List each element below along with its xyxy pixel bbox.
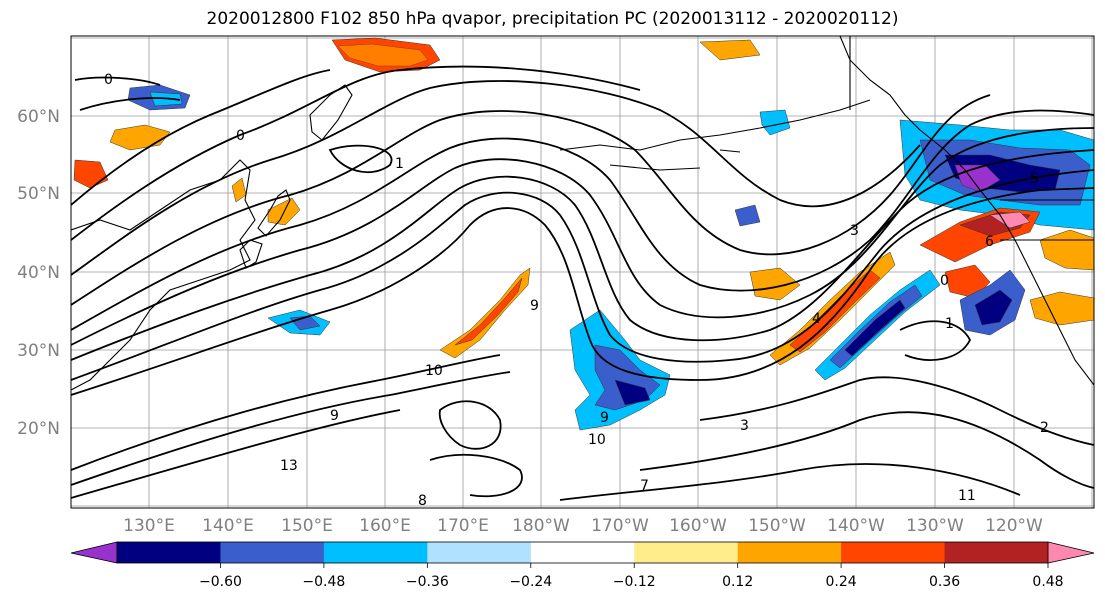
map-gridlines <box>71 36 1094 508</box>
contour-label: 1 <box>945 316 954 332</box>
contour-label: 9 <box>600 410 609 426</box>
lon-label: 160°E <box>359 516 411 536</box>
colorbar-segment <box>634 542 739 563</box>
colorbar-segment <box>737 542 842 563</box>
contour-label: 2 <box>1040 420 1049 436</box>
colorbar-tick-label: 0.48 <box>1032 574 1063 590</box>
positive-anomaly-band <box>454 277 523 346</box>
lon-label: 150°E <box>281 516 333 536</box>
contour-label: 4 <box>812 311 821 327</box>
colorbar-segment <box>323 542 428 563</box>
colorbar: −0.60 −0.48 −0.36 −0.24 −0.12 0.12 0.24 0.36 0.4… <box>70 541 1095 590</box>
contour-label: 9 <box>330 408 339 424</box>
colorbar-tick-label: 0.36 <box>929 574 960 590</box>
colorbar-segment <box>841 542 946 563</box>
map-frame <box>70 35 1095 509</box>
colorbar-tick-label: −0.12 <box>613 574 656 590</box>
lon-label: 170°E <box>437 516 489 536</box>
negative-anomaly-band <box>844 299 906 357</box>
qvapor-contours <box>71 65 1094 501</box>
negative-anomaly-region <box>614 379 651 406</box>
lon-label: 120°W <box>985 516 1043 536</box>
lat-label: 50°N <box>17 184 60 204</box>
positive-anomaly-band <box>789 269 881 353</box>
lon-label: 170°W <box>591 516 649 536</box>
lon-label: 140°W <box>827 516 885 536</box>
lon-label: 140°E <box>202 516 254 536</box>
lat-label: 40°N <box>17 263 60 283</box>
positive-anomaly-patch <box>749 267 801 301</box>
lon-label: 150°W <box>748 516 806 536</box>
colorbar-tick-label: −0.24 <box>509 574 552 590</box>
colorbar-tick-label: −0.36 <box>406 574 449 590</box>
lat-label: 20°N <box>17 419 60 439</box>
colorbar-extend-max-arrow <box>1047 541 1095 564</box>
lon-label: 180°W <box>512 516 570 536</box>
lon-label: 160°W <box>669 516 727 536</box>
longitude-axis: 130°E 140°E 150°E 160°E 170°E 180°W 170°… <box>123 516 1043 536</box>
contour-label: 10 <box>588 432 606 448</box>
contour-label: 3 <box>740 418 749 434</box>
contour-label: 9 <box>530 298 539 314</box>
colorbar-tick-label: −0.60 <box>199 574 242 590</box>
colorbar-tick-label: −0.48 <box>302 574 345 590</box>
positive-anomaly-band <box>439 267 531 359</box>
colorbar-outline <box>116 541 1049 564</box>
colorbar-tick-label: 0.24 <box>826 574 857 590</box>
contour-label: 7 <box>640 478 649 494</box>
colorbar-tick-label: 0.12 <box>722 574 753 590</box>
positive-anomaly-patch <box>1029 291 1094 326</box>
contour-label: 1 <box>395 156 404 172</box>
contour-label: 8 <box>418 493 427 509</box>
contour-label: 0 <box>104 72 113 88</box>
contour-label: 13 <box>280 458 298 474</box>
lat-label: 60°N <box>17 107 60 127</box>
negative-anomaly-region <box>974 289 1013 326</box>
contour-label: 5 <box>1030 171 1039 187</box>
contour-label: 0 <box>940 273 949 289</box>
latitude-axis: 60°N 50°N 40°N 30°N 20°N <box>17 107 60 439</box>
colorbar-segment <box>117 542 221 563</box>
contour-label: 6 <box>985 234 994 250</box>
contour-label: 3 <box>850 223 859 239</box>
contour-label: 0 <box>236 128 245 144</box>
colorbar-segment <box>944 542 1049 563</box>
map-title: 2020012800 F102 850 hPa qvapor, precipit… <box>206 9 899 29</box>
colorbar-segment <box>427 542 532 563</box>
lat-label: 30°N <box>17 341 60 361</box>
coastlines <box>71 36 1094 391</box>
positive-anomaly-patch <box>337 43 429 67</box>
positive-anomaly-patch <box>699 39 761 61</box>
colorbar-segment <box>530 542 635 563</box>
lon-label: 130°E <box>123 516 175 536</box>
lon-label: 130°W <box>906 516 964 536</box>
colorbar-segment <box>220 542 325 563</box>
negative-anomaly-patch <box>759 109 791 136</box>
colorbar-extend-min-arrow <box>70 541 118 564</box>
contour-label: 11 <box>958 488 976 504</box>
negative-anomaly-patch <box>734 204 761 227</box>
contour-label: 10 <box>425 363 443 379</box>
